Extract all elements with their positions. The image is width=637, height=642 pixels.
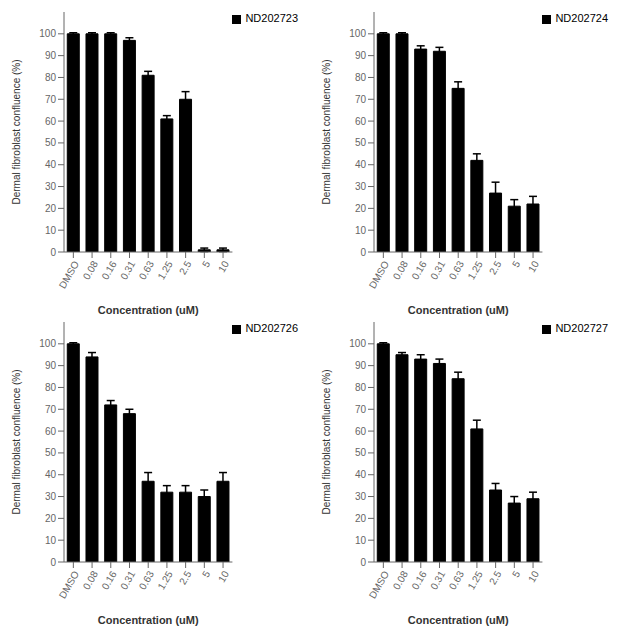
svg-text:40: 40	[355, 469, 367, 480]
svg-text:2.5: 2.5	[487, 569, 504, 587]
svg-text:70: 70	[45, 94, 57, 105]
svg-text:40: 40	[45, 469, 57, 480]
svg-text:0.16: 0.16	[99, 259, 118, 282]
svg-text:0: 0	[360, 557, 366, 568]
svg-text:0.63: 0.63	[137, 569, 156, 592]
svg-text:70: 70	[45, 404, 57, 415]
svg-text:90: 90	[355, 50, 367, 61]
svg-text:90: 90	[45, 360, 57, 371]
svg-text:5: 5	[510, 259, 523, 270]
svg-text:10: 10	[45, 535, 57, 546]
svg-text:10: 10	[526, 569, 541, 585]
svg-text:Concentration (uM): Concentration (uM)	[408, 304, 509, 316]
svg-text:5: 5	[510, 569, 523, 580]
svg-text:0.08: 0.08	[391, 259, 410, 282]
svg-text:2.5: 2.5	[177, 569, 194, 587]
svg-text:0.63: 0.63	[137, 259, 156, 282]
svg-text:20: 20	[355, 513, 367, 524]
html-text:ND202726: ND202726	[245, 322, 298, 334]
svg-text:40: 40	[45, 159, 57, 170]
svg-text:0: 0	[50, 557, 56, 568]
svg-text:60: 60	[45, 426, 57, 437]
svg-text:Concentration (uM): Concentration (uM)	[98, 614, 199, 626]
svg-text:90: 90	[355, 360, 367, 371]
svg-text:80: 80	[45, 72, 57, 83]
svg-text:10: 10	[355, 225, 367, 236]
svg-text:30: 30	[355, 181, 367, 192]
svg-text:80: 80	[355, 72, 367, 83]
svg-text:90: 90	[45, 50, 57, 61]
svg-text:100: 100	[349, 28, 366, 39]
svg-text:DMSO: DMSO	[367, 569, 392, 601]
svg-text:Dermal fibroblast confluence (: Dermal fibroblast confluence (%)	[321, 59, 332, 204]
svg-text:80: 80	[45, 382, 57, 393]
svg-text:30: 30	[45, 181, 57, 192]
svg-text:1.25: 1.25	[466, 259, 485, 282]
svg-text:Concentration (uM): Concentration (uM)	[98, 304, 199, 316]
svg-text:30: 30	[355, 491, 367, 502]
svg-text:0.16: 0.16	[99, 569, 118, 592]
svg-text:50: 50	[45, 137, 57, 148]
svg-text:100: 100	[349, 338, 366, 349]
svg-text:10: 10	[355, 535, 367, 546]
svg-text:0.63: 0.63	[447, 569, 466, 592]
svg-text:DMSO: DMSO	[57, 569, 82, 601]
svg-text:80: 80	[355, 382, 367, 393]
html-text:ND202724: ND202724	[555, 12, 608, 24]
svg-text:70: 70	[355, 404, 367, 415]
svg-text:0.63: 0.63	[447, 259, 466, 282]
svg-text:20: 20	[45, 513, 57, 524]
svg-text:30: 30	[45, 491, 57, 502]
svg-text:1.25: 1.25	[156, 259, 175, 282]
svg-text:DMSO: DMSO	[57, 259, 82, 291]
svg-text:0.08: 0.08	[391, 569, 410, 592]
svg-text:0.31: 0.31	[118, 569, 137, 592]
svg-text:5: 5	[200, 569, 213, 580]
svg-text:0.08: 0.08	[81, 569, 100, 592]
svg-text:1.25: 1.25	[466, 569, 485, 592]
html-text:ND202723: ND202723	[245, 12, 298, 24]
svg-text:50: 50	[355, 447, 367, 458]
svg-text:60: 60	[355, 426, 367, 437]
svg-text:0.31: 0.31	[428, 569, 447, 592]
svg-text:1.25: 1.25	[156, 569, 175, 592]
svg-text:0.31: 0.31	[118, 259, 137, 282]
svg-text:0.16: 0.16	[409, 259, 428, 282]
svg-text:100: 100	[39, 338, 56, 349]
svg-text:20: 20	[45, 203, 57, 214]
html-text:ND202727: ND202727	[555, 322, 608, 334]
svg-text:10: 10	[216, 259, 231, 275]
svg-text:50: 50	[45, 447, 57, 458]
svg-text:5: 5	[200, 259, 213, 270]
svg-text:60: 60	[45, 116, 57, 127]
svg-text:50: 50	[355, 137, 367, 148]
svg-text:0.16: 0.16	[409, 569, 428, 592]
svg-text:10: 10	[526, 259, 541, 275]
svg-text:100: 100	[39, 28, 56, 39]
svg-text:2.5: 2.5	[177, 259, 194, 277]
svg-text:0.08: 0.08	[81, 259, 100, 282]
svg-text:Concentration (uM): Concentration (uM)	[408, 614, 509, 626]
svg-text:20: 20	[355, 203, 367, 214]
svg-text:DMSO: DMSO	[367, 259, 392, 291]
svg-text:70: 70	[355, 94, 367, 105]
svg-text:10: 10	[216, 569, 231, 585]
svg-text:2.5: 2.5	[487, 259, 504, 277]
svg-text:0: 0	[360, 247, 366, 258]
svg-text:10: 10	[45, 225, 57, 236]
svg-text:0.31: 0.31	[428, 259, 447, 282]
svg-text:60: 60	[355, 116, 367, 127]
svg-text:Dermal fibroblast confluence (: Dermal fibroblast confluence (%)	[11, 59, 22, 204]
svg-text:Dermal fibroblast confluence (: Dermal fibroblast confluence (%)	[321, 369, 332, 514]
svg-text:Dermal fibroblast confluence (: Dermal fibroblast confluence (%)	[11, 369, 22, 514]
svg-text:0: 0	[50, 247, 56, 258]
svg-text:40: 40	[355, 159, 367, 170]
